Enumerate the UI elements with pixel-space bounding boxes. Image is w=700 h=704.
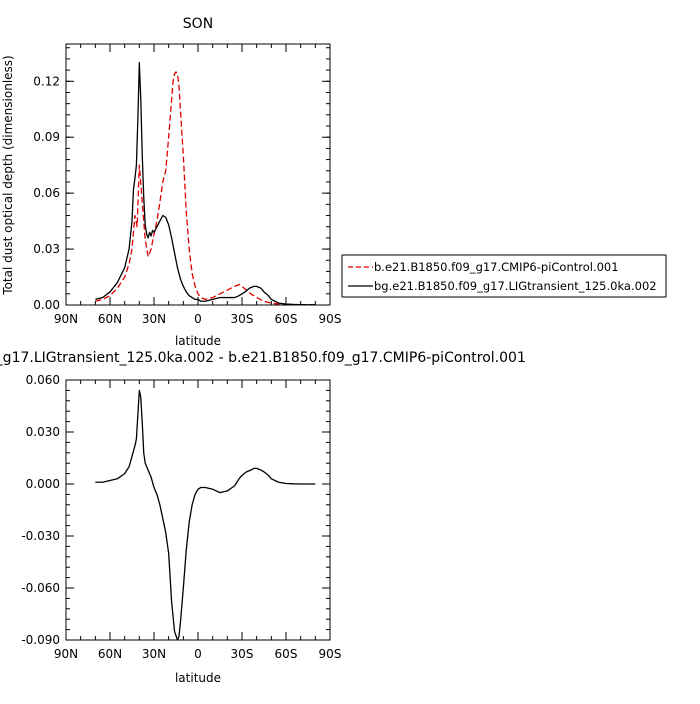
series-line-1-0	[95, 389, 316, 640]
bottom-chart-title: bg.e21.B1850.f09_g17.LIGtransient_125.0k…	[0, 350, 526, 366]
top-y-axis-label: Total dust optical depth (dimensionless)	[1, 55, 15, 295]
y-tick-label: -0.090	[21, 633, 60, 647]
x-tick-label: 60S	[275, 312, 298, 326]
x-tick-label: 60N	[98, 647, 122, 661]
bottom-series-lines	[95, 389, 316, 640]
bottom-y-ticks: -0.090 -0.060 -0.030 0.000 0.030 0.060	[21, 373, 330, 647]
bottom-panel: bg.e21.B1850.f09_g17.LIGtransient_125.0k…	[0, 350, 526, 685]
y-tick-label: 0.06	[33, 186, 60, 200]
x-tick-label: 90S	[319, 312, 342, 326]
bottom-x-ticks: 90N 60N 30N 0 30S 60S 90S	[54, 380, 342, 661]
legend-box	[341, 254, 667, 298]
y-tick-label: 0.030	[26, 425, 60, 439]
y-tick-label: -0.030	[21, 529, 60, 543]
legend-label-picontrol: b.e21.B1850.f09_g17.CMIP6-piControl.001	[374, 260, 619, 274]
y-tick-label: 0.09	[33, 130, 60, 144]
x-tick-label: 60S	[275, 647, 298, 661]
y-tick-label: 0.03	[33, 242, 60, 256]
top-chart-title: SON	[183, 16, 213, 32]
top-series-lines	[95, 61, 316, 305]
bottom-x-axis-label: latitude	[175, 671, 221, 685]
y-tick-label: 0.12	[33, 74, 60, 88]
y-tick-label: 0.000	[26, 477, 60, 491]
series-line-0-0	[95, 71, 316, 305]
x-tick-label: 30N	[142, 647, 166, 661]
x-tick-label: 0	[194, 647, 202, 661]
y-tick-label: 0.060	[26, 373, 60, 387]
y-tick-label: -0.060	[21, 581, 60, 595]
x-tick-label: 90S	[319, 647, 342, 661]
x-tick-label: 30S	[231, 312, 254, 326]
bottom-plot-frame	[65, 379, 331, 641]
top-x-ticks: 90N 60N 30N 0 30S 60S 90S	[54, 44, 342, 326]
x-tick-label: 60N	[98, 312, 122, 326]
x-tick-label: 30N	[142, 312, 166, 326]
x-tick-label: 0	[194, 312, 202, 326]
series-line-0-1	[95, 61, 316, 305]
top-y-ticks: 0.00 0.03 0.06 0.09 0.12	[33, 47, 330, 312]
legend-label-ligtransient: bg.e21.B1850.f09_g17.LIGtransient_125.0k…	[374, 279, 657, 293]
legend: b.e21.B1850.f09_g17.CMIP6-piControl.001 …	[341, 254, 667, 298]
top-x-axis-label: latitude	[175, 334, 221, 348]
x-tick-label: 90N	[54, 647, 78, 661]
x-tick-label: 30S	[231, 647, 254, 661]
y-tick-label: 0.00	[33, 298, 60, 312]
top-plot-frame	[65, 43, 331, 306]
x-tick-label: 90N	[54, 312, 78, 326]
top-panel: SON 90N 60N 30N 0 30S 60S 90S 0.00 0.03 0.06 0.09…	[1, 16, 341, 348]
